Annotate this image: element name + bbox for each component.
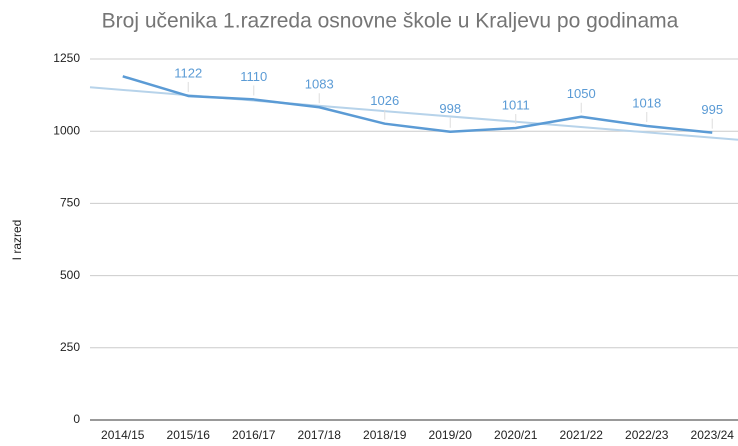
y-axis-label: I razred (10, 220, 24, 261)
chart-title: Broj učenika 1.razreda osnovne škole u K… (102, 10, 679, 33)
x-tick-label: 2019/20 (429, 428, 473, 442)
x-tick-label: 2016/17 (232, 428, 276, 442)
x-tick-label: 2020/21 (494, 428, 538, 442)
x-tick-label: 2015/16 (167, 428, 211, 442)
data-label: 1083 (305, 77, 334, 92)
y-tick-label: 1250 (53, 51, 80, 65)
data-label: 1122 (174, 65, 202, 80)
data-label: 1026 (370, 93, 399, 108)
y-tick-label: 250 (60, 340, 80, 354)
data-label: 1110 (240, 69, 267, 84)
y-tick-label: 1000 (53, 123, 80, 137)
y-tick-label: 0 (73, 412, 80, 426)
data-label: 1011 (502, 97, 530, 112)
line (122, 75, 713, 134)
y-tick-label: 500 (60, 268, 80, 282)
y-tick-label: 750 (60, 196, 80, 210)
x-tick-label: 2014/15 (101, 428, 145, 442)
data-label: 998 (439, 101, 461, 116)
x-tick-label: 2023/24 (691, 428, 735, 442)
data-label: 1050 (567, 86, 596, 101)
x-tick-label: 2021/22 (560, 428, 604, 442)
data-label: 1018 (632, 95, 661, 110)
x-tick-label: 2022/23 (625, 428, 669, 442)
x-tick-label: 2018/19 (363, 428, 407, 442)
data-label: 995 (701, 102, 723, 117)
x-tick-label: 2017/18 (298, 428, 342, 442)
